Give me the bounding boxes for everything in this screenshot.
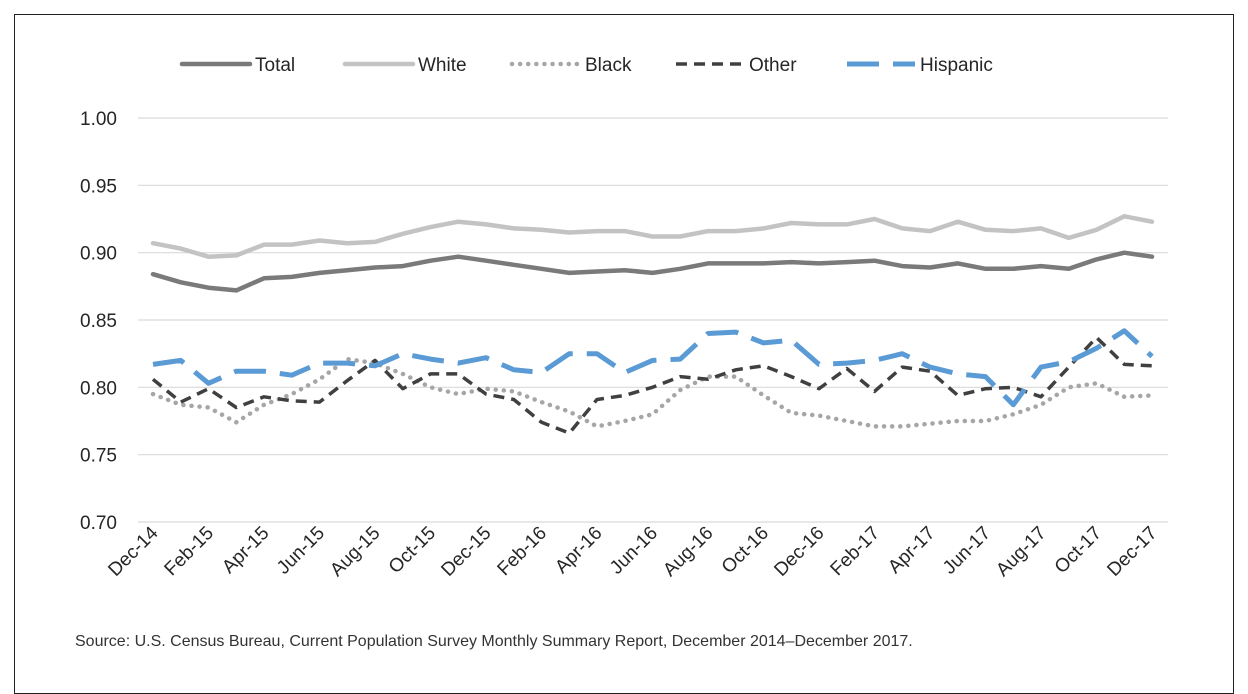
series-line-hispanic bbox=[152, 328, 1154, 408]
y-tick-label: 0.70 bbox=[80, 513, 117, 534]
legend-label-other: Other bbox=[749, 55, 797, 76]
x-tick-label: Aug-16 bbox=[659, 523, 717, 581]
x-tick-label: Feb-16 bbox=[494, 523, 551, 580]
x-tick-label: Aug-17 bbox=[992, 523, 1050, 581]
x-tick-label: Oct-17 bbox=[1051, 523, 1106, 578]
x-tick-label: Jun-16 bbox=[606, 523, 662, 579]
x-tick-label: Jun-15 bbox=[273, 523, 329, 579]
y-tick-label: 0.75 bbox=[80, 446, 117, 467]
x-tick-label: Jun-17 bbox=[939, 523, 995, 579]
series-line-total bbox=[150, 250, 1155, 293]
x-tick-label: Feb-17 bbox=[827, 523, 884, 580]
legend-label-white: White bbox=[418, 55, 467, 76]
x-tick-label: Oct-16 bbox=[718, 523, 773, 578]
y-tick-label: 0.85 bbox=[80, 311, 117, 332]
source-note: Source: U.S. Census Bureau, Current Popu… bbox=[75, 633, 913, 650]
x-tick-label: Apr-17 bbox=[884, 523, 939, 578]
y-axis-ticks: 0.70 0.75 0.80 0.85 0.90 0.95 1.00 bbox=[80, 109, 117, 534]
gridlines bbox=[138, 117, 1168, 523]
x-tick-label: Dec-15 bbox=[437, 523, 495, 581]
legend-label-total: Total bbox=[255, 55, 295, 76]
x-tick-label: Apr-16 bbox=[551, 523, 606, 578]
figure-frame bbox=[14, 14, 1234, 694]
legend-label-hispanic: Hispanic bbox=[920, 55, 993, 76]
line-chart: 0.70 0.75 0.80 0.85 0.90 0.95 1.00 Dec-14Feb-1… bbox=[80, 55, 1168, 581]
series-line-other bbox=[151, 335, 1153, 435]
x-tick-label: Aug-15 bbox=[326, 523, 384, 581]
x-tick-label: Feb-15 bbox=[161, 523, 218, 580]
x-tick-label: Oct-15 bbox=[385, 523, 440, 578]
x-tick-label: Apr-15 bbox=[218, 523, 273, 578]
legend-label-black: Black bbox=[585, 55, 632, 76]
y-tick-label: 0.95 bbox=[80, 176, 117, 197]
x-tick-label: Dec-16 bbox=[770, 523, 828, 581]
y-tick-label: 0.80 bbox=[80, 378, 117, 399]
y-tick-label: 1.00 bbox=[80, 109, 117, 130]
legend: Total White Black Other Hispanic bbox=[179, 55, 993, 76]
series-lines bbox=[150, 214, 1155, 435]
y-tick-label: 0.90 bbox=[80, 244, 117, 265]
x-tick-label: Dec-17 bbox=[1103, 523, 1161, 581]
series-line-white bbox=[150, 214, 1155, 259]
